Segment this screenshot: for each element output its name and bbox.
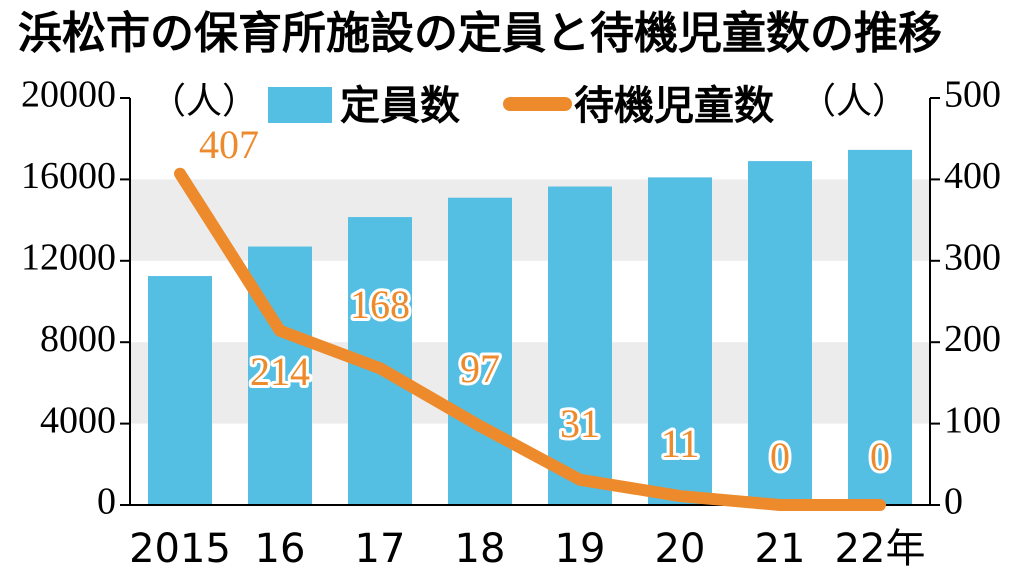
x-tick-label: 22年 — [835, 526, 926, 572]
data-label-waiting: 0 — [870, 434, 890, 479]
y-right-tick-label: 100 — [944, 399, 1001, 441]
bar-capacity — [448, 197, 512, 505]
legend-swatch-capacity — [268, 87, 332, 123]
y-right-tick-label: 300 — [944, 237, 1001, 279]
data-label-waiting: 168 — [350, 282, 410, 327]
bar-capacity — [648, 177, 712, 506]
data-label-waiting: 407 — [199, 122, 259, 167]
y-right-tick-label: 400 — [944, 155, 1001, 197]
data-label-waiting: 214 — [250, 349, 310, 394]
y-left-tick-label: 4000 — [40, 399, 116, 441]
y-right-tick-label: 0 — [944, 481, 963, 523]
data-label-waiting: 11 — [661, 421, 700, 466]
bar-capacity — [148, 276, 212, 505]
data-label-waiting: 97 — [460, 346, 500, 391]
chart-title: 浜松市の保育所施設の定員と待機児童数の推移 — [0, 0, 1024, 68]
line-waiting-children — [174, 167, 886, 511]
x-tick-label: 19 — [555, 526, 606, 572]
data-label-waiting: 0 — [770, 434, 790, 479]
bar-capacity — [848, 149, 912, 505]
y-right-tick-label: 500 — [944, 74, 1001, 116]
y-left-tick-label: 0 — [97, 481, 116, 523]
x-tick-label: 17 — [355, 526, 406, 572]
y-left-tick-label: 12000 — [21, 237, 116, 279]
data-label-waiting: 31 — [560, 401, 600, 446]
legend-label-capacity: 定員数 — [340, 83, 460, 129]
y-left-tick-label: 20000 — [21, 74, 116, 116]
bar-capacity — [748, 161, 812, 505]
x-tick-label: 2015 — [129, 526, 231, 572]
y-left-unit: （人） — [150, 81, 258, 122]
y-right-tick-label: 200 — [944, 318, 1001, 360]
x-tick-label: 18 — [455, 526, 506, 572]
y-right-unit: （人） — [800, 81, 908, 122]
x-tick-label: 21 — [755, 526, 806, 572]
legend-label-waiting: 待機児童数 — [574, 83, 774, 129]
x-tick-label: 16 — [255, 526, 306, 572]
y-left-tick-label: 8000 — [40, 318, 116, 360]
bar-capacity — [548, 186, 612, 505]
y-left-tick-label: 16000 — [21, 155, 116, 197]
x-tick-label: 20 — [655, 526, 706, 572]
